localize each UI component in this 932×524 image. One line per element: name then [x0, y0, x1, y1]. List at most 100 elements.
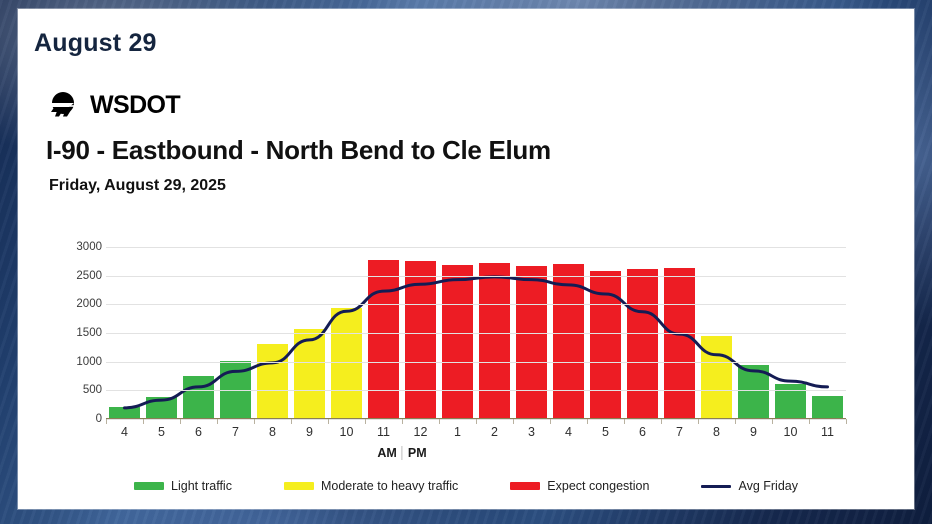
- x-axis-line: [106, 417, 846, 419]
- x-axis-label: 5: [602, 425, 609, 439]
- gridline: [106, 304, 846, 306]
- am-pm-divider-label: AM PM: [106, 446, 846, 464]
- route-title: I-90 - Eastbound - North Bend to Cle Elu…: [46, 135, 551, 165]
- x-axis-label: 4: [565, 425, 572, 439]
- x-axis-label: 12: [413, 425, 428, 439]
- avg-friday-path: [123, 275, 829, 410]
- x-axis-label: 1: [454, 425, 461, 439]
- x-axis-label: 2: [491, 425, 498, 439]
- y-axis-tick-label: 2000: [76, 298, 102, 311]
- x-axis-tick: [217, 419, 218, 424]
- x-axis-label: 7: [676, 425, 683, 439]
- x-axis-label: 5: [158, 425, 165, 439]
- x-axis-tick: [291, 419, 292, 424]
- chart-bar: [811, 396, 844, 419]
- y-axis-tick-label: 2500: [76, 269, 102, 282]
- chart-bar: [552, 263, 585, 419]
- x-axis-label: 10: [783, 425, 798, 439]
- legend-label: Light traffic: [171, 479, 232, 493]
- chart-bar: [663, 268, 696, 419]
- chart-bar: [367, 259, 400, 419]
- gridline: [106, 275, 846, 277]
- avg-friday-line: [123, 275, 829, 410]
- gridline: [106, 333, 846, 334]
- x-axis-tick: [365, 419, 366, 424]
- chart-bar: [515, 266, 548, 419]
- legend-label: Avg Friday: [738, 479, 798, 493]
- legend-item: Expect congestion: [510, 479, 649, 493]
- x-axis-tick: [587, 419, 588, 424]
- legend-label: Moderate to heavy traffic: [320, 479, 459, 493]
- chart-bar: [330, 308, 363, 419]
- x-axis-tick: [735, 419, 736, 424]
- legend-color-swatch: [510, 482, 541, 490]
- x-axis-tick: [513, 419, 514, 424]
- chart-bar: [441, 265, 474, 419]
- am-label: AM: [377, 446, 397, 460]
- y-axis-tick-label: 1500: [76, 327, 102, 339]
- legend-label: Expect congestion: [547, 479, 650, 493]
- x-axis-tick: [846, 419, 847, 424]
- x-axis-label: 6: [639, 425, 646, 439]
- chart-bar: [774, 384, 807, 419]
- pm-label: PM: [407, 446, 427, 460]
- chart-bar: [700, 335, 733, 419]
- x-axis-label: 11: [377, 425, 390, 439]
- chart-bar: [626, 269, 659, 419]
- chart-legend: Light traffic Moderate to heavy traffic Ex…: [38, 475, 894, 497]
- route-date: Friday, August 29, 2025: [49, 177, 226, 194]
- y-axis-tick-label: 1000: [76, 355, 102, 368]
- x-axis-label: 7: [232, 425, 239, 439]
- x-axis-tick: [550, 419, 551, 424]
- x-axis-tick: [698, 419, 699, 424]
- chart-plot-area: 0 500 1000 1500 2000 2500 3000: [76, 241, 847, 425]
- legend-color-swatch: [283, 482, 314, 490]
- x-axis-label: 10: [339, 425, 354, 439]
- y-axis-tick-label: 500: [82, 384, 102, 397]
- am-pm-divider: [401, 446, 403, 460]
- legend-item: Avg Friday: [701, 479, 798, 493]
- x-axis-label: 6: [195, 425, 202, 439]
- chart-bar: [478, 263, 511, 419]
- legend-color-swatch: [134, 482, 165, 490]
- x-axis-label: 8: [713, 425, 720, 439]
- y-axis-tick-label: 0: [95, 413, 102, 425]
- x-axis-tick: [476, 419, 477, 424]
- x-axis-tick: [328, 419, 329, 424]
- x-axis-label: 8: [269, 425, 276, 439]
- wsdot-logo: WSDOT: [46, 90, 181, 119]
- x-axis-labels: 4 5 6 7 8 9 10 11 12 1 2 3 4 5 6 7 8 9 10 11: [106, 425, 846, 443]
- chart-bar: [404, 261, 437, 419]
- x-axis-tick: [439, 419, 440, 424]
- legend-item: Moderate to heavy traffic: [283, 479, 459, 493]
- x-axis-tick: [402, 419, 403, 424]
- chart-bar: [256, 344, 289, 419]
- gridline: [106, 390, 846, 392]
- x-axis-label: 9: [306, 425, 313, 439]
- x-axis-label: 3: [528, 425, 535, 439]
- chart-bar: [108, 406, 141, 419]
- x-axis-tick: [254, 419, 255, 424]
- chart-bars: [106, 247, 846, 419]
- gridline: [106, 247, 846, 248]
- wsdot-wordmark: WSDOT: [90, 90, 181, 119]
- wsdot-mark-icon: [48, 92, 74, 117]
- x-axis-tick: [106, 419, 107, 424]
- y-axis-tick-label: 3000: [76, 241, 102, 253]
- legend-line-swatch: [701, 484, 732, 488]
- x-axis-tick: [772, 419, 773, 424]
- gridline: [106, 361, 846, 363]
- x-axis-tick: [624, 419, 625, 424]
- x-axis-label: 11: [821, 425, 834, 439]
- x-axis-tick: [180, 419, 181, 424]
- x-axis-tick: [809, 419, 810, 424]
- x-axis-tick: [143, 419, 144, 424]
- traffic-chart: 0 500 1000 1500 2000 2500 3000 4 5 6 7 8 9 10 11 12 1 2 3…: [38, 237, 894, 497]
- x-axis-label: 9: [750, 425, 757, 439]
- x-axis-tick: [661, 419, 662, 424]
- x-axis-label: 4: [121, 425, 128, 439]
- slide-card: August 29 WSDOT I-90 - Eastbound - North…: [18, 9, 914, 509]
- legend-item: Light traffic: [134, 479, 232, 493]
- slide-title: August 29: [34, 29, 157, 57]
